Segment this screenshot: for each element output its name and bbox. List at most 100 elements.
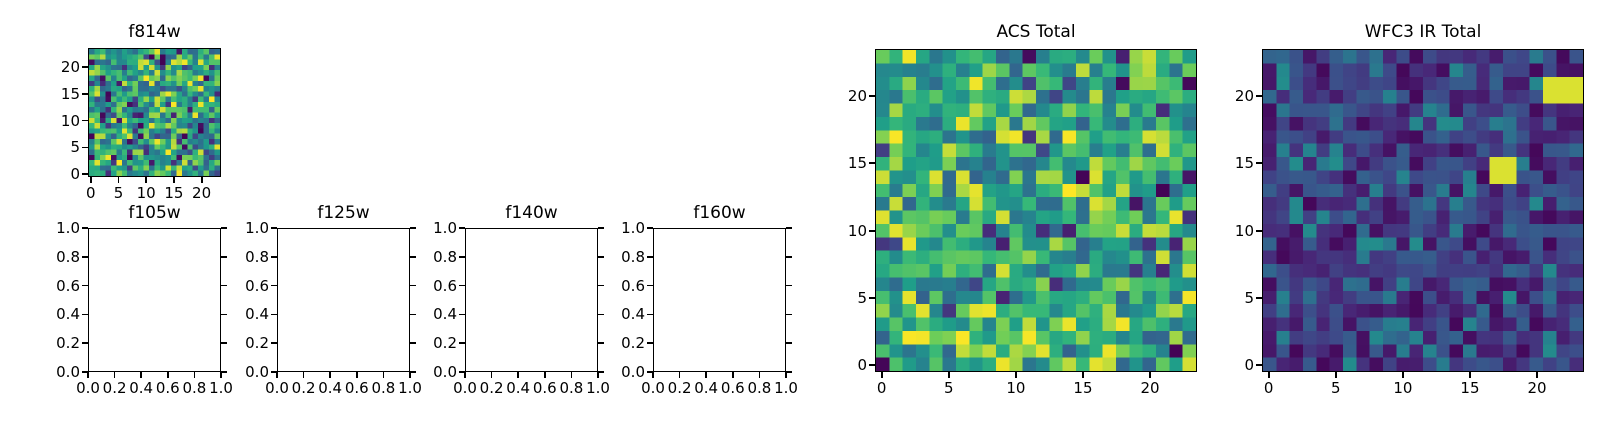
tick-label: 0.4	[433, 305, 457, 324]
tick-mark	[82, 284, 88, 287]
tick-mark	[786, 255, 792, 258]
tick-mark	[459, 284, 465, 287]
tick-mark	[82, 313, 88, 316]
tick-mark	[869, 229, 875, 232]
tick-label: 0.8	[245, 247, 269, 266]
plot-title-f105w: f105w	[128, 203, 181, 223]
tick-label: 0.6	[155, 379, 180, 397]
tick-mark	[82, 255, 88, 258]
tick-label: 1.0	[774, 379, 798, 397]
tick-mark	[89, 177, 92, 183]
tick-label: 0.8	[371, 379, 396, 397]
axes-f160w	[653, 228, 786, 372]
plot-title-f140w: f140w	[505, 203, 558, 223]
tick-label: 0	[70, 165, 80, 184]
tick-mark	[1256, 297, 1262, 299]
tick-mark	[786, 371, 792, 373]
tick-label: 0.6	[245, 276, 269, 295]
tick-label: 0	[876, 379, 887, 397]
tick-label: 0.6	[433, 276, 457, 295]
tick-label: 10	[1234, 221, 1254, 240]
plot-title-acs-total: ACS Total	[996, 22, 1076, 42]
tick-mark	[382, 372, 385, 378]
tick-mark	[459, 313, 465, 316]
tick-mark	[82, 342, 88, 345]
tick-label: 0.6	[532, 379, 557, 397]
tick-mark	[410, 313, 416, 316]
tick-mark	[869, 162, 875, 165]
tick-label: 0.8	[56, 247, 80, 266]
tick-mark	[459, 342, 465, 345]
tick-mark	[869, 95, 875, 97]
tick-label: 0.6	[344, 379, 369, 397]
tick-mark	[82, 146, 88, 149]
tick-label: 1.0	[433, 219, 457, 237]
tick-mark	[598, 284, 604, 287]
tick-mark	[647, 342, 653, 345]
axes-f125w	[277, 228, 410, 372]
tick-mark	[647, 255, 653, 258]
tick-mark	[221, 284, 227, 287]
tick-label: 1.0	[398, 379, 422, 397]
axes-acs-total	[875, 49, 1197, 372]
tick-mark	[82, 371, 88, 373]
tick-mark	[459, 255, 465, 258]
tick-label: 1.0	[245, 219, 269, 237]
tick-mark	[271, 342, 277, 345]
tick-label: 15	[60, 84, 80, 103]
tick-label: 0.2	[291, 379, 316, 397]
tick-label: 1.0	[621, 219, 645, 237]
plot-title-f160w: f160w	[693, 203, 746, 223]
tick-mark	[140, 372, 143, 378]
tick-mark	[220, 372, 222, 378]
tick-mark	[1256, 95, 1262, 97]
tick-mark	[652, 372, 654, 378]
tick-mark	[221, 313, 227, 316]
tick-mark	[221, 227, 227, 229]
tick-label: 0.0	[453, 379, 477, 397]
tick-mark	[1401, 372, 1404, 378]
tick-label: 5	[1244, 288, 1254, 307]
tick-mark	[410, 255, 416, 258]
tick-mark	[1256, 229, 1262, 232]
tick-mark	[172, 177, 175, 183]
tick-mark	[410, 342, 416, 345]
tick-label: 0.4	[506, 379, 531, 397]
tick-label: 10	[60, 111, 80, 130]
tick-mark	[490, 372, 493, 378]
tick-mark	[221, 342, 227, 345]
tick-label: 0.0	[265, 379, 289, 397]
tick-label: 0.8	[747, 379, 772, 397]
tick-mark	[1082, 372, 1084, 378]
tick-label: 0	[1263, 379, 1274, 397]
tick-label: 0.8	[182, 379, 207, 397]
tick-label: 0	[85, 184, 96, 202]
tick-mark	[647, 313, 653, 316]
tick-mark	[1334, 372, 1337, 378]
tick-label: 1.0	[586, 379, 610, 397]
tick-mark	[410, 284, 416, 287]
tick-label: 0.2	[621, 334, 645, 353]
tick-label: 0.2	[667, 379, 692, 397]
tick-mark	[271, 227, 277, 229]
tick-mark	[947, 372, 950, 378]
tick-label: 0.6	[720, 379, 745, 397]
tick-label: 0.8	[621, 247, 645, 266]
tick-mark	[82, 119, 88, 122]
tick-mark	[464, 372, 466, 378]
tick-label: 5	[1331, 379, 1341, 397]
tick-label: 20	[192, 184, 212, 202]
tick-mark	[598, 255, 604, 258]
tick-mark	[1267, 372, 1270, 378]
tick-mark	[1149, 372, 1151, 378]
plot-title-f125w: f125w	[317, 203, 370, 223]
heatmap-canvas-acs-total	[876, 50, 1196, 371]
figure: f814w f105w f125w f140w f160w ACS Total …	[40, 16, 1600, 416]
tick-label: 15	[1234, 154, 1254, 173]
tick-label: 10	[1006, 379, 1026, 397]
tick-label: 0.2	[433, 334, 457, 353]
tick-mark	[785, 372, 787, 378]
plot-title-wfc3-ir-total: WFC3 IR Total	[1364, 22, 1482, 42]
tick-mark	[570, 372, 573, 378]
tick-label: 5	[70, 138, 80, 157]
